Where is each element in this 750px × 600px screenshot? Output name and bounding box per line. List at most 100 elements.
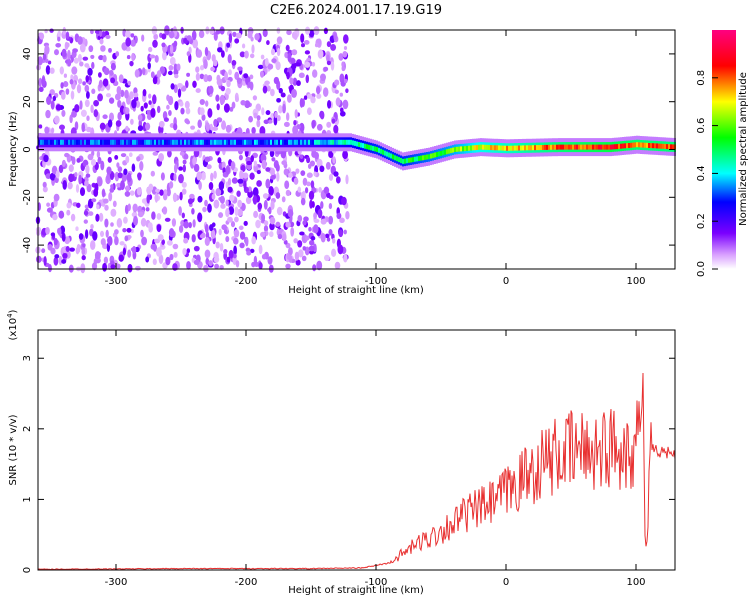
heatmap-cell [134,139,136,145]
heatmap-cell [66,202,72,209]
heatmap-cell [212,126,219,131]
heatmap-cell [216,139,218,145]
heatmap-cell [158,152,165,162]
heatmap-cell [334,139,336,145]
heatmap-cell [248,139,250,145]
heatmap-cell [338,139,340,145]
heatmap-cell [110,264,116,270]
heatmap-cell [172,139,174,145]
heatmap-cell [562,144,564,150]
heatmap-cell [146,188,152,195]
colorbar-label: Normalized spectral amplitude [738,72,749,226]
heatmap-cell [117,111,122,121]
heatmap-cell [508,145,510,151]
heatmap-cell [277,233,283,240]
heatmap-cell [119,241,125,246]
heatmap-cell [343,45,348,51]
heatmap-cell [574,144,576,150]
heatmap-cell [71,156,76,165]
heatmap-cell [179,151,185,156]
heatmap-cell [307,163,312,169]
heatmap-cell [41,248,46,254]
heatmap-cell [156,224,162,233]
heatmap-cell [89,240,96,251]
heatmap-cell [538,145,540,151]
heatmap-cell [343,254,348,263]
heatmap-cell [110,208,117,217]
heatmap-cell [266,40,270,46]
heatmap-cell [199,65,205,71]
heatmap-cell [295,168,300,174]
heatmap-cell [53,238,58,246]
heatmap-cell [536,145,538,151]
heatmap-cell [341,61,345,68]
heatmap-cell [150,170,155,177]
heatmap-cell [291,49,298,56]
heatmap-cell [37,56,44,66]
heatmap-cell [213,170,217,180]
heatmap-cell [262,28,268,38]
heatmap-cell [116,139,118,145]
heatmap-cell [345,174,349,185]
heatmap-cell [253,210,259,219]
heatmap-cell [170,139,172,145]
heatmap-cell [305,26,311,35]
heatmap-cell [303,39,310,45]
heatmap-cell [129,190,135,196]
heatmap-cell [335,176,341,184]
heatmap-cell [231,101,236,109]
heatmap-cell [123,168,128,176]
heatmap-cell [124,235,129,242]
heatmap-cell [612,144,614,150]
heatmap-cell [83,219,88,224]
heatmap-cell [572,144,574,150]
heatmap-cell [252,95,258,101]
heatmap-cell [628,143,630,148]
heatmap-cell [172,263,178,271]
heatmap-cell [92,231,98,241]
heatmap-cell [337,244,344,255]
heatmap-cell [169,253,174,261]
heatmap-cell [281,160,288,166]
heatmap-cell [219,94,226,105]
heatmap-cell [328,215,334,225]
heatmap-cell [168,31,175,39]
heatmap-cell [287,247,293,256]
heatmap-cell [173,40,178,48]
y-tick-label: 0 [22,146,33,152]
heatmap-cell [221,120,227,131]
heatmap-cell [84,63,90,68]
heatmap-cell [109,187,115,193]
heatmap-cell [117,172,123,179]
heatmap-cell [300,191,304,200]
heatmap-cell [67,181,73,190]
heatmap-cell [91,61,95,70]
heatmap-cell [176,63,181,71]
heatmap-cell [80,109,87,117]
heatmap-cell [56,139,58,145]
heatmap-cell [328,139,330,145]
heatmap-cell [149,54,156,59]
heatmap-cell [300,43,306,48]
heatmap-cell [124,89,129,99]
x-tick-label: 0 [503,577,509,588]
heatmap-cell [54,139,56,145]
heatmap-cell [130,139,132,145]
spectrogram-x-ticks: -300 -200 -100 0 100 [105,30,646,287]
heatmap-cell [470,145,472,151]
heatmap-cell [164,139,166,145]
heatmap-cell [125,185,131,192]
heatmap-cell [74,121,79,131]
heatmap-cell [548,144,550,150]
heatmap-cell [55,170,60,179]
heatmap-cell [237,199,243,208]
heatmap-cell [198,30,205,39]
heatmap-cell [260,70,264,78]
heatmap-cell [239,231,246,240]
heatmap-cell [464,146,466,152]
heatmap-cell [602,144,604,150]
heatmap-cell [245,196,252,205]
heatmap-cell [274,111,278,118]
heatmap-cell [217,47,223,53]
heatmap-cell [124,190,131,197]
